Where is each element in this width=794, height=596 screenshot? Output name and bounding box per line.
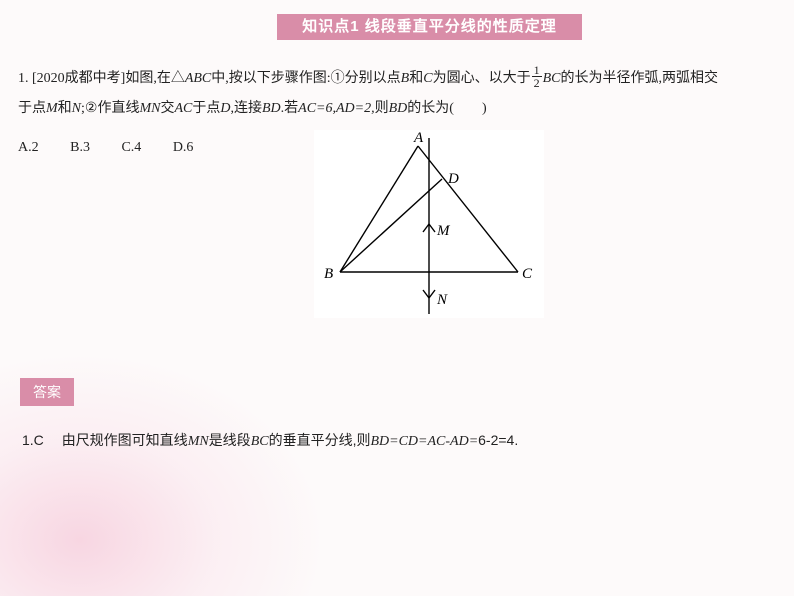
q-text: 为圆心、以大于 — [433, 71, 531, 86]
a-text: 是线段 — [209, 432, 251, 448]
svg-text:A: A — [413, 130, 424, 146]
a-expr: BD=CD=AC-AD= — [370, 434, 478, 449]
question-text: 1. [2020成都中考]如图,在△ABC中,按以下步骤作图:①分别以点B和C为… — [18, 64, 778, 124]
geometry-diagram: A B C D M N — [314, 130, 544, 318]
answer-text: 1.C 由尺规作图可知直线MN是线段BC的垂直平分线,则BD=CD=AC-AD=… — [22, 430, 762, 450]
choice-c: C.4 — [121, 140, 141, 155]
q-text: 1. [2020成都中考]如图,在△ — [18, 71, 185, 86]
a-text: 的垂直平分线,则 — [269, 432, 371, 448]
q-M: M — [46, 101, 58, 116]
q-text: 则 — [375, 101, 389, 116]
svg-text:D: D — [447, 171, 459, 187]
answer-label: 答案 — [20, 378, 74, 406]
choice-b: B.3 — [70, 140, 90, 155]
q-AC: AC — [174, 101, 192, 116]
frac-den: 2 — [532, 77, 542, 89]
q-abc: ABC — [185, 71, 211, 86]
q-eq: AC=6,AD=2, — [298, 101, 374, 116]
q-text: 和 — [409, 71, 423, 86]
q-text: 和 — [58, 101, 72, 116]
q-BD2: BD — [389, 101, 408, 116]
fraction-half: 12 — [532, 64, 542, 89]
svg-text:M: M — [436, 223, 451, 239]
choice-d: D.6 — [173, 140, 194, 155]
answer-choices: A.2 B.3 C.4 D.6 — [18, 140, 221, 156]
q-C: C — [423, 71, 432, 86]
q-B: B — [401, 71, 410, 86]
a-text: 由尺规作图可知直线 — [62, 432, 188, 448]
q-text: 的长为半径作弧,两弧相交 — [560, 71, 718, 86]
svg-text:N: N — [436, 292, 448, 308]
q-D: D — [220, 101, 230, 116]
q-BC: BC — [543, 71, 561, 86]
a-BC: BC — [251, 434, 269, 449]
q-text: 于点 — [18, 101, 46, 116]
svg-text:C: C — [522, 266, 533, 282]
q-BD: BD — [262, 101, 281, 116]
svg-text:B: B — [324, 266, 333, 282]
a-nums: 6-2=4. — [478, 432, 518, 448]
q-text: 中,按以下步骤作图:①分别以点 — [211, 71, 400, 86]
q-text: 的长为( ) — [407, 101, 486, 116]
q-N: N — [72, 101, 81, 116]
q-text: ;②作直线 — [81, 101, 139, 116]
a-MN: MN — [188, 434, 209, 449]
q-MN: MN — [139, 101, 160, 116]
answer-lead: 1.C — [22, 432, 44, 448]
q-text: ,连接 — [230, 101, 262, 116]
q-text: 交 — [160, 101, 174, 116]
choice-a: A.2 — [18, 140, 39, 155]
q-text: 于点 — [192, 101, 220, 116]
diagram-svg: A B C D M N — [314, 130, 544, 318]
q-text: .若 — [281, 101, 299, 116]
section-title: 知识点1 线段垂直平分线的性质定理 — [277, 14, 582, 40]
